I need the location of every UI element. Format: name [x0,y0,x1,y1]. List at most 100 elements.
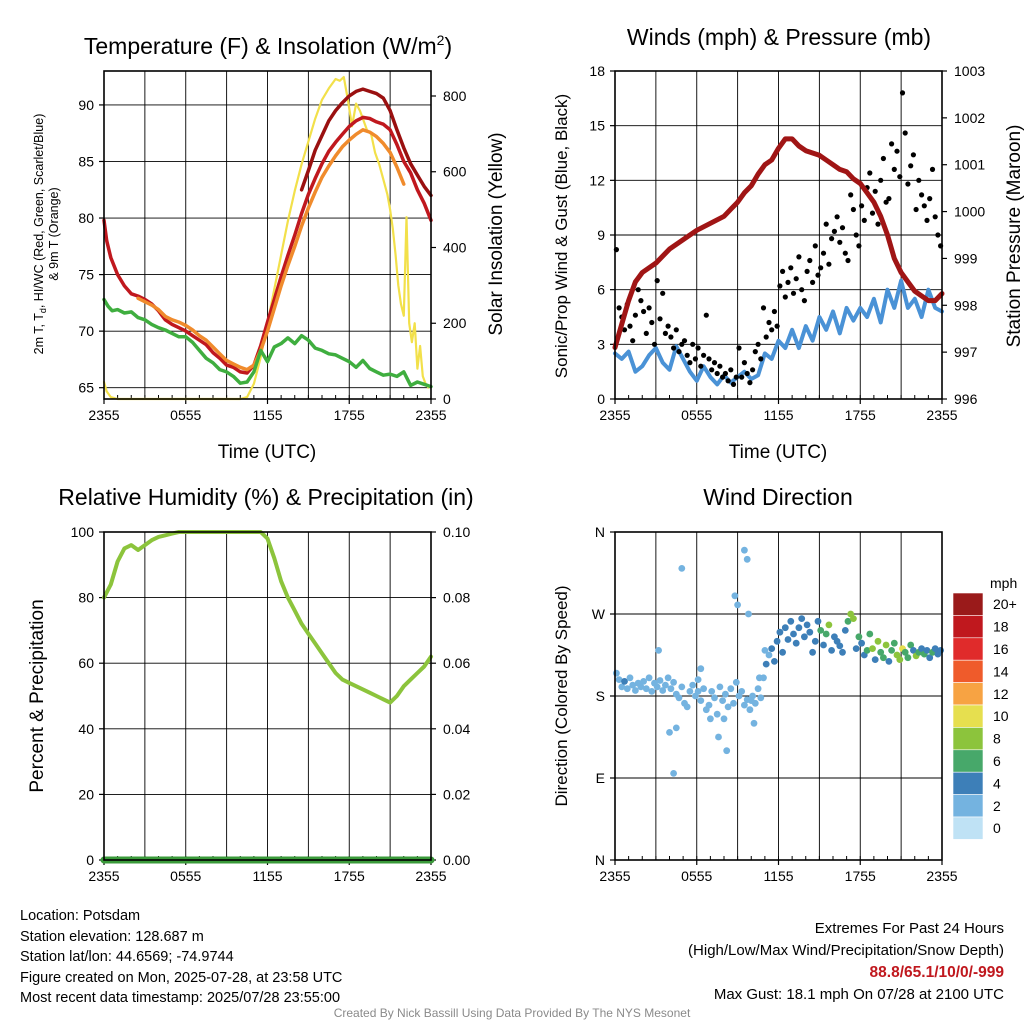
gust-point [891,166,897,172]
gust-point [750,367,756,373]
gust-point [899,90,906,96]
y-right-tick-label: 996 [954,391,978,407]
direction-point [675,694,683,702]
gust-point [777,283,783,289]
direction-point [694,676,702,683]
gust-point [752,349,758,355]
direction-point [931,645,939,652]
y-left-tick-label: 9 [597,227,605,243]
y-right-tick-label: 0 [443,391,451,407]
direction-point [784,636,792,643]
legend-swatch [952,615,984,639]
gust-point [869,210,876,216]
direction-point [771,658,778,665]
gust-point [889,141,895,147]
direction-point [708,688,716,695]
y-left-tick-label: N [595,524,605,540]
y-left-tick-label: 100 [71,524,95,540]
legend-label: 14 [993,663,1009,679]
station-location: Location: Potsdam [20,908,141,924]
gust-point [774,323,780,329]
x-tick-label: 0555 [170,868,201,884]
figure-created: Figure created on Mon, 2025-07-28, at 23… [20,969,343,986]
y-left-tick-label: 0 [86,852,94,868]
gust-point [665,323,671,329]
x-tick-label: 2355 [415,407,446,423]
direction-point [653,683,661,691]
direction-point [858,639,865,647]
max-gust: Max Gust: 18.1 mph On 07/28 at 2100 UTC [713,986,1004,1003]
legend-swatch [952,794,984,818]
direction-point [664,674,672,682]
y-left-tick-label: 75 [78,267,94,283]
y-left-tick-label: E [596,770,605,786]
direction-point [731,592,739,600]
gust-point [837,239,843,245]
gust-point [812,243,818,249]
gust-point [733,374,739,380]
y-left-tick-label: 85 [78,153,94,169]
x-tick-label: 2355 [88,407,119,423]
gust-point [711,360,718,366]
extremes-info: Extremes For Past 24 Hours (High/Low/Max… [688,918,1004,1006]
gust-point [744,370,750,377]
dewpoint-line [102,297,433,389]
gust-point [769,327,775,333]
gust-point [878,177,884,183]
gust-point [681,338,688,344]
direction-point [623,685,631,693]
gust-point [839,225,846,231]
x-tick-label: 0555 [681,868,712,884]
gust-point [627,323,633,329]
direction-point [937,647,944,654]
direction-point [723,747,731,755]
direction-point [828,647,835,654]
gust-point [662,330,669,336]
gust-point [801,298,808,304]
direction-point [727,685,735,693]
gust-point [747,380,753,386]
legend-swatch [952,727,984,751]
direction-point [750,719,758,727]
legend-swatch [952,592,984,616]
legend-swatch [952,659,984,683]
gust-point [643,330,649,336]
gust-point [676,349,682,355]
temperature-ylabel-left-line1: 2m T, Td, HI/WC (Red, Green, Scarlet/Blu… [32,114,48,355]
legend-label: 4 [993,775,1001,791]
direction-point [666,729,673,736]
y-left-tick-label: 6 [597,282,605,298]
direction-point [642,685,650,693]
gust-point [698,363,704,369]
gust-point [703,312,709,318]
gust-point [632,312,639,318]
direction-point [768,645,776,652]
y-right-tick-label: 800 [443,88,467,104]
y-right-tick-label: 0.08 [443,590,470,606]
y-left-tick-label: 80 [78,590,94,606]
direction-point [904,654,912,662]
gust-point [635,287,641,293]
legend-label: 16 [993,641,1009,657]
direction-point [787,617,795,625]
y-left-tick-label: 18 [589,63,605,79]
legend-swatch [952,816,984,840]
plot-border [103,70,432,400]
direction-point [694,688,702,695]
y-right-tick-label: 0.00 [443,852,470,868]
gust-point [739,374,745,380]
gust-point [845,257,851,264]
direction-point [809,648,816,656]
temp_9m-line [136,128,406,372]
gust-point [709,367,715,373]
wind-title: Winds (mph) & Pressure (mb) [627,24,931,50]
direction-point [871,656,879,663]
wind-xlabel: Time (UTC) [729,442,828,463]
gust-point [730,381,737,387]
gust-point [886,196,892,202]
y-right-tick-label: 998 [954,297,978,313]
direction-point [866,630,874,638]
direction-point [918,645,925,652]
gust-point [924,217,930,223]
temperature-ylabel-left-line2: & 9m T (Orange) [47,187,61,280]
